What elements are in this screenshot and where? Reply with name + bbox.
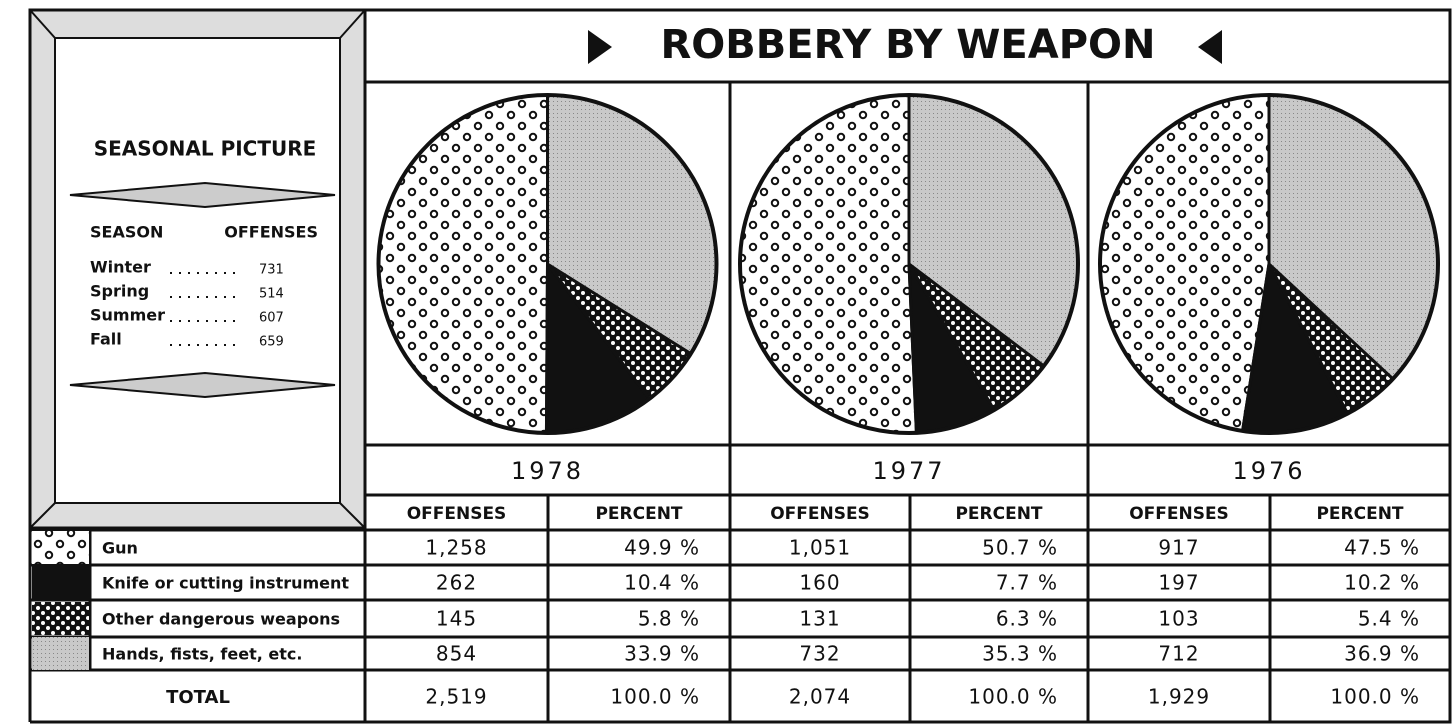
total-percent: 100.0 %	[1330, 685, 1420, 709]
offenses: 160	[799, 571, 840, 595]
total-percent: 100.0 %	[968, 685, 1058, 709]
season-offenses: 514	[259, 287, 284, 302]
legend-swatch	[32, 602, 89, 635]
season-name: Spring	[90, 282, 149, 301]
year-label: 1976	[1232, 457, 1305, 485]
year-label: 1977	[872, 457, 945, 485]
season-header: SEASON	[90, 223, 163, 242]
legend-label: Gun	[102, 539, 138, 558]
col-header: OFFENSES	[770, 504, 870, 524]
legend-label: Other dangerous weapons	[102, 610, 340, 629]
legend-swatch	[32, 637, 89, 670]
legend-swatch	[32, 531, 89, 564]
percent: 50.7 %	[982, 536, 1058, 560]
offenses: 197	[1158, 571, 1199, 595]
season-offenses: 607	[259, 311, 284, 326]
season-name: Summer	[90, 306, 165, 325]
title: ROBBERY BY WEAPON	[661, 22, 1156, 68]
pie-slice	[1098, 93, 1271, 433]
col-header: PERCENT	[595, 504, 682, 524]
diamond	[69, 181, 336, 209]
percent: 47.5 %	[1344, 536, 1420, 560]
offenses: 917	[1158, 536, 1199, 560]
percent: 7.7 %	[996, 571, 1058, 595]
percent: 35.3 %	[982, 642, 1058, 666]
offenses: 712	[1158, 642, 1199, 666]
total-label: TOTAL	[166, 687, 230, 708]
percent: 33.9 %	[624, 642, 700, 666]
diamond	[69, 371, 336, 399]
col-header: OFFENSES	[1129, 504, 1229, 524]
legend-label: Hands, fists, feet, etc.	[102, 645, 302, 664]
pie-outline	[1098, 93, 1440, 435]
season-offenses: 659	[259, 335, 284, 350]
col-header: PERCENT	[955, 504, 1042, 524]
offenses: 854	[436, 642, 477, 666]
offenses: 103	[1158, 607, 1199, 631]
percent: 5.8 %	[638, 607, 700, 631]
offenses: 732	[799, 642, 840, 666]
pie-outline	[738, 93, 1080, 435]
season-name: Winter	[90, 258, 151, 277]
col-header: OFFENSES	[407, 504, 507, 524]
year-label: 1978	[511, 457, 584, 485]
percent: 36.9 %	[1344, 642, 1420, 666]
seasonal-inner	[54, 37, 341, 504]
total-offenses: 1,929	[1148, 685, 1210, 709]
arrow	[588, 30, 612, 64]
season-name: Fall	[90, 330, 122, 349]
pie-outline	[376, 93, 719, 435]
season-offenses: 731	[259, 263, 284, 278]
col-header: PERCENT	[1316, 504, 1403, 524]
offenses-header: OFFENSES	[224, 223, 318, 242]
table-grid	[28, 8, 1452, 724]
offenses: 262	[436, 571, 477, 595]
percent: 10.2 %	[1344, 571, 1420, 595]
percent: 6.3 %	[996, 607, 1058, 631]
percent: 5.4 %	[1358, 607, 1420, 631]
arrow	[1198, 30, 1222, 64]
offenses: 145	[436, 607, 477, 631]
total-offenses: 2,519	[425, 685, 487, 709]
offenses: 1,051	[789, 536, 851, 560]
percent: 10.4 %	[624, 571, 700, 595]
legend-label: Knife or cutting instrument	[102, 574, 349, 593]
legend-swatch	[32, 566, 89, 599]
total-percent: 100.0 %	[610, 685, 700, 709]
percent: 49.9 %	[624, 536, 700, 560]
seasonal-title: SEASONAL PICTURE	[94, 137, 317, 161]
pie-slice	[738, 93, 918, 435]
total-offenses: 2,074	[789, 685, 851, 709]
offenses: 1,258	[425, 536, 487, 560]
pie-slice	[377, 93, 549, 435]
offenses: 131	[799, 607, 840, 631]
